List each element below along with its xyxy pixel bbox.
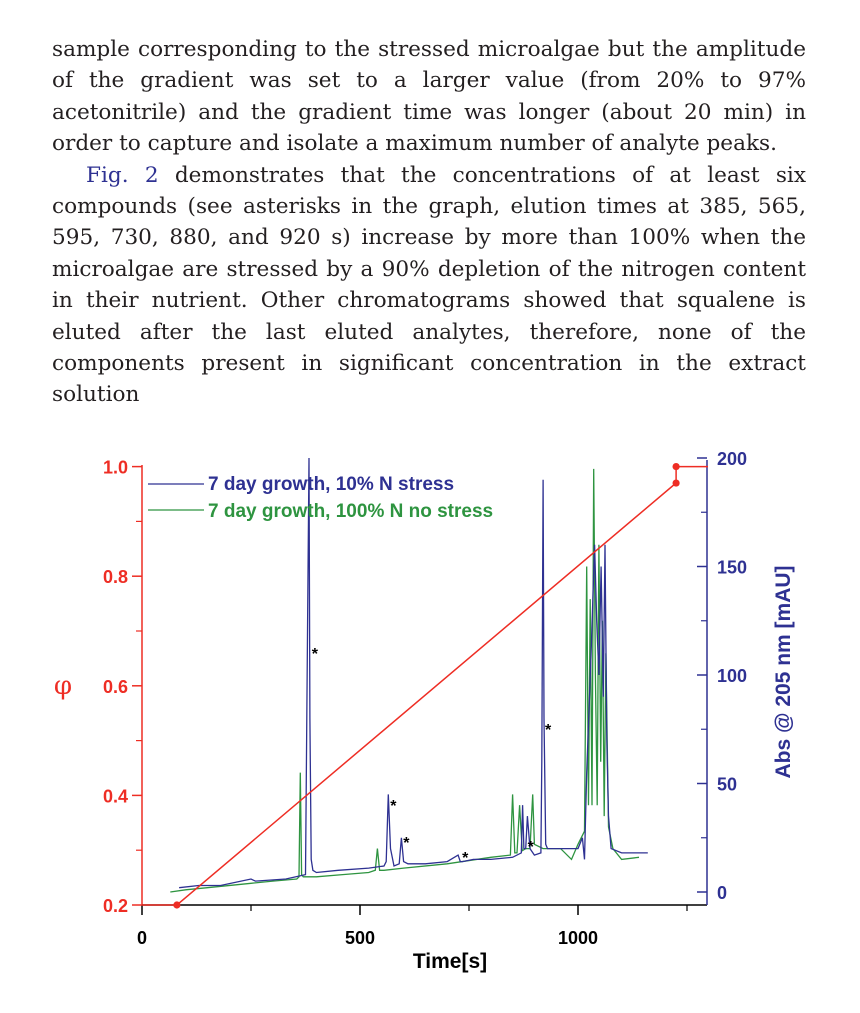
left-tick-label-1.0: 1.0: [103, 458, 128, 478]
legend: 7 day growth, 10% N stress 7 day growth,…: [148, 474, 493, 522]
paragraph-2: Fig. 2 demonstrates that the concentrati…: [52, 160, 806, 411]
left-tick-label-0.2: 0.2: [103, 896, 128, 916]
right-tick-label-50: 50: [717, 775, 737, 795]
x-tick-label-0: 0: [137, 928, 147, 948]
x-tick-labels: 0 500 1000: [137, 928, 598, 948]
right-axis-title: Abs @ 205 nm [mAU]: [772, 565, 795, 778]
right-tick-label-0: 0: [717, 883, 727, 903]
figure-link[interactable]: Fig. 2: [86, 162, 159, 188]
peak-asterisk: *: [403, 835, 410, 852]
left-tick-labels: 0.2 0.4 0.6 0.8 1.0: [103, 458, 128, 916]
right-tick-label-200: 200: [717, 449, 747, 469]
left-axis-title: φ: [54, 671, 72, 701]
stressed-series-line: [179, 457, 648, 889]
right-tick-labels: 0 50 100 150 200: [717, 449, 747, 903]
gradient-marker-point: [672, 463, 680, 471]
left-tick-label-0.8: 0.8: [103, 567, 128, 587]
x-axis-title: Time[s]: [413, 950, 487, 973]
peak-asterisk: *: [462, 850, 469, 867]
right-tick-label-150: 150: [717, 558, 747, 578]
left-tick-label-0.6: 0.6: [103, 677, 128, 697]
asterisk-layer: * * * * * *: [312, 646, 552, 867]
ticks-layer: [132, 457, 707, 915]
x-tick-label-500: 500: [345, 928, 375, 948]
plot-area: [142, 457, 708, 906]
no-stress-series-line: [170, 468, 640, 893]
gradient-marker-point: [672, 479, 680, 487]
left-tick-label-0.4: 0.4: [103, 786, 128, 806]
gradient-markers: [173, 463, 680, 909]
chromatogram-figure: 0 500 1000 0.2 0.4 0.6 0.8 1.0 0 50 100 …: [54, 449, 795, 973]
peak-asterisk: *: [528, 839, 535, 856]
peak-asterisk: *: [312, 646, 319, 663]
gradient-series-line: [142, 465, 708, 906]
peak-asterisk: *: [545, 722, 552, 739]
legend-no-stress-label: 7 day growth, 100% N no stress: [208, 501, 493, 522]
article-text: sample corresponding to the stressed mic…: [52, 34, 806, 411]
paragraph-2-text: demonstrates that the concentrations of …: [52, 162, 806, 408]
gradient-marker-point: [173, 901, 181, 909]
peak-asterisk: *: [390, 798, 397, 815]
legend-stressed-label: 7 day growth, 10% N stress: [208, 474, 454, 495]
right-tick-label-100: 100: [717, 666, 747, 686]
paragraph-1: sample corresponding to the stressed mic…: [52, 37, 806, 157]
x-tick-label-1000: 1000: [558, 928, 598, 948]
